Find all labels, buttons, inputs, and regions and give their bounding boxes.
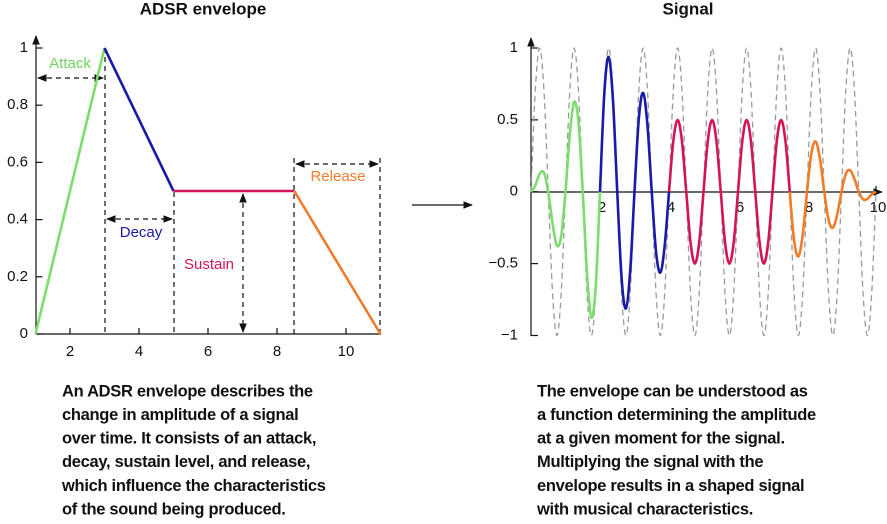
x-tick-label: 2	[598, 199, 606, 216]
series-line	[103, 47, 175, 192]
caption-line: decay, sustain level, and release,	[62, 453, 310, 471]
caption-line: Multiplying the signal with the	[537, 453, 763, 471]
x-tick-label: 10	[338, 343, 355, 360]
series-line	[529, 100, 602, 319]
y-tick-label: 1	[510, 39, 518, 56]
y-tick-label: 0	[20, 325, 28, 342]
y-tick-label: −0.5	[488, 255, 518, 272]
y-tick-label: −1	[501, 326, 518, 343]
caption-line: The envelope can be understood as	[537, 382, 808, 400]
series-line	[598, 55, 671, 310]
x-tick-label: 8	[805, 199, 813, 216]
series-label: Attack	[49, 55, 91, 72]
caption-line: envelope results in a shaped signal	[537, 477, 804, 495]
caption-line: An ADSR envelope describes the	[62, 382, 313, 400]
x-tick-label: 8	[273, 343, 281, 360]
series-label: Release	[310, 168, 365, 185]
caption-line: a function determining the amplitude	[537, 406, 816, 424]
x-tick-label: 4	[667, 199, 675, 216]
y-tick-label: 0	[510, 183, 518, 200]
chart-title: ADSR envelope	[140, 0, 267, 18]
y-tick-label: 0.5	[497, 111, 518, 128]
caption-line: which influence the characteristics	[61, 477, 326, 495]
x-tick-label: 6	[204, 343, 212, 360]
series-line	[788, 140, 877, 258]
y-tick-label: 0.2	[7, 268, 28, 285]
y-tick-label: 0.4	[7, 211, 28, 228]
series-line	[34, 47, 106, 335]
x-tick-label: 10	[870, 199, 887, 216]
y-tick-label: 0.6	[7, 153, 28, 170]
y-tick-label: 1	[20, 39, 28, 56]
y-tick-label: 0.8	[7, 96, 28, 113]
series-line	[667, 118, 792, 265]
caption-line: of the sound being produced.	[62, 500, 286, 518]
caption-line: change in amplitude of a signal	[62, 406, 298, 424]
caption-line: over time. It consists of an attack,	[62, 430, 316, 448]
x-tick-label: 4	[135, 343, 143, 360]
series-label: Sustain	[184, 256, 234, 273]
caption-line: at a given moment for the signal.	[537, 430, 785, 448]
caption-line: with musical characteristics.	[536, 500, 753, 518]
chart-title: Signal	[662, 0, 713, 18]
series-label: Decay	[120, 224, 163, 241]
series-line	[293, 190, 382, 335]
x-tick-label: 2	[66, 343, 74, 360]
x-tick-label: 6	[736, 199, 744, 216]
